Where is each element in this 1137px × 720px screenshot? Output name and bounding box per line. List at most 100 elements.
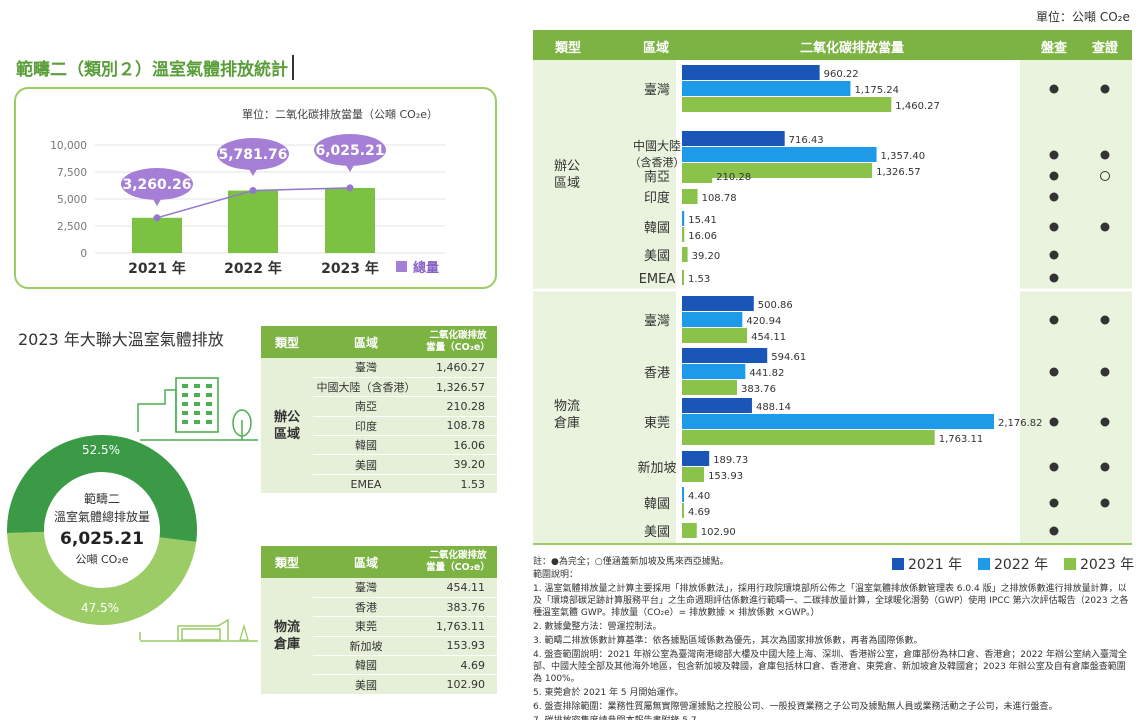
note-line: 4. 盤查範圍說明：2021 年辦公室為臺灣南港總部大樓及中國大陸上海、深圳、香… xyxy=(533,650,1127,684)
legend-swatch xyxy=(892,558,904,570)
bar-value-label: 102.90 xyxy=(701,527,736,538)
bar-value-label: 189.73 xyxy=(713,455,748,466)
bar-3 xyxy=(325,187,375,253)
table-cell-value: 1.53 xyxy=(419,474,497,495)
bar-臺灣-2 xyxy=(682,328,748,343)
bar-中國大陸-1 xyxy=(682,147,877,162)
bar-chart-card xyxy=(14,87,497,289)
table-header-type: 類型 xyxy=(261,326,313,358)
bar-value-label: 4.69 xyxy=(688,507,710,518)
inventory-dot xyxy=(1049,498,1059,508)
table-header-region: 區域 xyxy=(313,326,419,358)
header-region: 區域 xyxy=(643,41,670,56)
bar-新加坡-0 xyxy=(682,451,710,466)
data-label: 5,781.76 xyxy=(218,147,287,163)
donut-center-line1: 範疇二 xyxy=(84,491,120,506)
table-cell-value: 454.11 xyxy=(419,578,497,598)
bar-value-label: 594.61 xyxy=(771,352,806,363)
y-tick-label: 7,500 xyxy=(57,167,87,179)
bar-value-label: 153.93 xyxy=(708,471,743,482)
bar-臺灣-1 xyxy=(682,312,743,327)
bar-中國大陸-0 xyxy=(682,131,785,146)
verification-dot xyxy=(1100,462,1110,472)
inventory-dot xyxy=(1049,150,1059,160)
inventory-dot xyxy=(1049,462,1059,472)
building-window xyxy=(194,384,200,388)
data-label: 3,260.26 xyxy=(122,177,191,193)
bar-香港-0 xyxy=(682,348,768,363)
region-label: 美國 xyxy=(644,525,670,540)
legend-swatch xyxy=(978,558,990,570)
table-cell-region: 新加坡 xyxy=(313,636,419,657)
table-row: 美國 39.20 xyxy=(261,454,497,475)
inventory-dot xyxy=(1049,417,1059,427)
table-row: 東莞 1,763.11 xyxy=(261,616,497,637)
table-row: 辦公 區域 臺灣 1,460.27 xyxy=(261,358,497,495)
note-line: 5. 東莞倉於 2021 年 5 月開始運作。 xyxy=(533,688,684,698)
notes-section: 註：●為完全；○僅涵蓋新加坡及馬來西亞據點。 範圍說明： 1. 溫室氣體排放量之計算… xyxy=(533,556,1133,720)
table-cell-region: 臺灣 xyxy=(313,358,419,378)
y-tick-label: 10,000 xyxy=(50,140,87,152)
table-header-value: 二氧化碳排放 當量（CO₂e） xyxy=(419,546,497,578)
y-tick-label: 2,500 xyxy=(57,221,87,233)
value-bubble xyxy=(314,134,386,166)
verification-dot xyxy=(1100,222,1110,232)
inventory-dot xyxy=(1049,222,1059,232)
table-cell-value: 4.69 xyxy=(419,655,497,676)
small-tree-icon xyxy=(239,623,249,641)
table-cell-region: 印度 xyxy=(313,416,419,437)
subtitle-2023: 2023 年大聯大溫室氣體排放 xyxy=(18,330,224,349)
bar-印度-2 xyxy=(682,189,698,204)
table-cell-region: EMEA xyxy=(313,474,419,495)
building-window xyxy=(206,411,212,415)
building-window xyxy=(194,393,200,397)
region-label-sub: （含香港） xyxy=(630,155,685,169)
data-label: 6,025.21 xyxy=(315,143,384,159)
bar-1 xyxy=(132,217,182,253)
bar-value-label: 4.40 xyxy=(688,491,710,502)
region-label: EMEA xyxy=(639,272,676,287)
table-header-type: 類型 xyxy=(261,546,313,578)
region-label: 中國大陸 xyxy=(633,138,681,153)
building-window xyxy=(182,402,188,406)
table-row: EMEA 1.53 xyxy=(261,474,497,495)
header-verification: 查證 xyxy=(1092,41,1119,56)
building-window xyxy=(182,420,188,424)
bar-韓國-1 xyxy=(682,487,684,502)
table-row: 美國 102.90 xyxy=(261,674,497,695)
bar-香港-2 xyxy=(682,380,738,395)
group-label-line1: 辦公 xyxy=(554,159,580,174)
office-building-icon xyxy=(175,377,219,433)
building-window xyxy=(206,393,212,397)
table-cell-value: 1,326.57 xyxy=(419,377,497,398)
donut-pct-logistics: 47.5% xyxy=(81,601,119,615)
table-row: 物流 倉庫 臺灣 454.11 xyxy=(261,578,497,695)
verification-dot-open xyxy=(1100,171,1110,181)
donut-center-value: 6,025.21 xyxy=(60,529,144,549)
bar-value-label: 16.06 xyxy=(688,231,717,242)
table-cell-region: 美國 xyxy=(313,454,419,475)
table-row: 新加坡 153.93 xyxy=(261,636,497,657)
bar-value-label: 1,763.11 xyxy=(939,434,984,445)
y-tick-label: 5,000 xyxy=(57,194,87,206)
bar-value-label: 108.78 xyxy=(702,193,737,204)
table-cell-region: 韓國 xyxy=(313,435,419,456)
group-label-line2: 倉庫 xyxy=(554,416,580,431)
bar-value-label: 500.86 xyxy=(758,300,793,311)
bar-2 xyxy=(228,190,278,253)
right-unit-label: 單位：公噸 CO₂e xyxy=(1036,10,1130,24)
verification-dot xyxy=(1100,150,1110,160)
bar-value-label: 454.11 xyxy=(751,332,786,343)
inventory-dot xyxy=(1049,367,1059,377)
note-line: 6. 盤查排除範圍：業務性質屬無實際營運據點之控股公司、一般投資業務之子公司及據… xyxy=(533,702,1058,712)
table-header-value: 二氧化碳排放 當量（CO₂e） xyxy=(419,326,497,358)
table-row: 香港 383.76 xyxy=(261,597,497,618)
table-cell-region: 南亞 xyxy=(313,396,419,417)
bar-value-label: 2,176.82 xyxy=(998,418,1043,429)
verification-dot xyxy=(1100,84,1110,94)
header-inventory: 盤查 xyxy=(1041,41,1068,56)
region-label: 美國 xyxy=(644,249,670,264)
inventory-dot xyxy=(1049,526,1059,536)
total-point xyxy=(346,184,354,192)
